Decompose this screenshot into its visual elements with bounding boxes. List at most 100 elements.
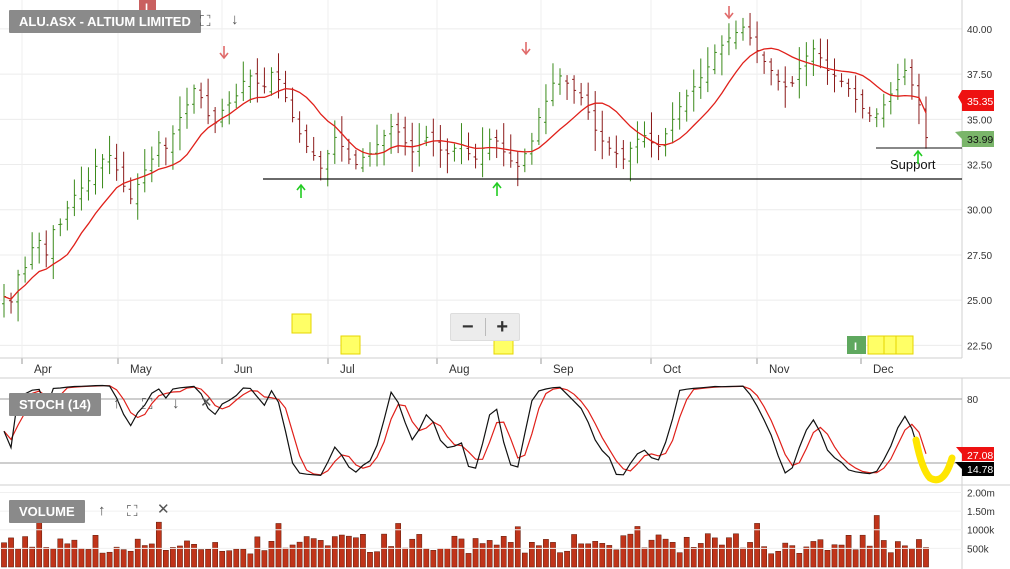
- volume-bar: [916, 539, 922, 568]
- buy-signal-arrow-icon: [296, 183, 306, 198]
- volume-bar: [395, 523, 401, 568]
- ohlc-bar: [142, 149, 147, 193]
- ohlc-bar: [2, 284, 6, 318]
- volume-bar: [873, 515, 880, 568]
- ohlc-bar: [163, 137, 168, 166]
- volume-bar: [909, 548, 915, 568]
- ohlc-bar: [318, 150, 323, 181]
- volume-bar: [134, 538, 141, 568]
- ohlc-bar: [726, 23, 731, 56]
- volume-bar: [747, 542, 753, 568]
- ohlc-bar: [529, 132, 534, 165]
- ohlc-bar: [149, 146, 154, 183]
- volume-bar: [803, 546, 810, 568]
- price-y-tick-label: 27.50: [967, 251, 992, 262]
- stoch-d-badge-bg: [956, 447, 994, 461]
- ohlc-bar: [579, 82, 584, 106]
- moving-average-line: [3, 47, 927, 300]
- ohlc-bar: [23, 256, 28, 283]
- ohlc-bar: [332, 120, 337, 164]
- ohlc-bar: [93, 148, 98, 195]
- zoom-out-button[interactable]: −: [461, 316, 474, 338]
- ohlc-bar: [649, 112, 654, 158]
- ohlc-bar: [741, 17, 746, 41]
- sell-signal-arrow-icon: [724, 6, 734, 20]
- ohlc-bar: [255, 58, 260, 103]
- ohlc-bar: [572, 75, 577, 104]
- ohlc-bar: [832, 58, 837, 93]
- ohlc-bar: [213, 107, 218, 134]
- ma-badge-bg: [958, 90, 994, 111]
- ohlc-bar: [536, 107, 541, 146]
- stoch-panel-title[interactable]: STOCH (14): [9, 393, 101, 416]
- ohlc-bar: [114, 143, 119, 181]
- ohlc-bar: [325, 149, 330, 187]
- volume-panel-title[interactable]: VOLUME: [9, 500, 85, 523]
- down-arrow-icon[interactable]: ↓: [172, 395, 180, 412]
- volume-bar: [141, 545, 148, 568]
- ohlc-bar: [797, 47, 802, 99]
- x-tick-label: Aug: [449, 364, 469, 376]
- volume-bar: [845, 535, 852, 568]
- volume-bar: [416, 534, 423, 568]
- ohlc-bar: [860, 89, 865, 119]
- volume-bar: [634, 526, 641, 568]
- ohlc-bar: [184, 87, 189, 129]
- volume-bar: [275, 523, 282, 568]
- expand-icon[interactable]: ⛶: [142, 396, 153, 413]
- volume-bar: [472, 538, 479, 568]
- ohlc-bar: [156, 131, 161, 167]
- arrow-head: [521, 48, 531, 56]
- up-arrow-icon[interactable]: ↑: [98, 502, 106, 519]
- volume-bar: [261, 550, 268, 568]
- volume-bar: [324, 545, 331, 568]
- volume-bar: [233, 548, 240, 568]
- ohlc-bar: [65, 200, 70, 231]
- volume-bar: [282, 547, 289, 568]
- volume-bar: [761, 546, 767, 568]
- volume-bar: [451, 535, 458, 568]
- ohlc-bar: [396, 112, 401, 154]
- price-panel-title[interactable]: ALU.ASX - ALTIUM LIMITED: [9, 10, 201, 33]
- volume-bar: [782, 542, 789, 568]
- ohlc-bar: [719, 35, 724, 76]
- ohlc-bar: [86, 167, 91, 201]
- down-arrow-icon[interactable]: ↓: [231, 11, 239, 28]
- price-y-tick-label: 22.50: [967, 341, 992, 352]
- ohlc-bar: [684, 89, 689, 122]
- sell-signal-arrow-icon: [521, 42, 531, 56]
- volume-bar: [247, 553, 254, 568]
- ohlc-bar: [304, 124, 309, 154]
- ohlc-bar: [121, 151, 126, 193]
- buy-signal-arrow-icon: [913, 149, 923, 164]
- ohlc-bar: [494, 129, 499, 159]
- volume-bar: [697, 543, 704, 568]
- volume-bar: [669, 542, 676, 568]
- volume-bar: [360, 534, 366, 568]
- close-icon[interactable]: ✕: [200, 394, 213, 411]
- volume-bar: [22, 536, 28, 568]
- ohlc-bar: [452, 143, 457, 162]
- ohlc-bar: [234, 83, 239, 108]
- arrow-head: [724, 12, 734, 20]
- ohlc-bar: [248, 69, 253, 103]
- expand-icon[interactable]: ⛶: [127, 503, 138, 520]
- volume-bar: [402, 547, 409, 568]
- expand-icon[interactable]: ⛶: [200, 13, 211, 30]
- volume-bar: [521, 552, 528, 568]
- volume-bar: [113, 546, 120, 568]
- volume-bar: [296, 541, 303, 568]
- volume-bar: [303, 536, 310, 568]
- volume-bar: [493, 544, 500, 568]
- close-icon[interactable]: ✕: [157, 501, 170, 518]
- ohlc-bar: [607, 136, 612, 156]
- up-arrow-icon[interactable]: ↑: [113, 395, 121, 412]
- volume-bar: [254, 536, 261, 568]
- volume-bar: [923, 547, 929, 568]
- ohlc-bar: [804, 42, 809, 87]
- x-tick-label: Nov: [769, 364, 790, 376]
- ohlc-bar: [297, 111, 302, 143]
- volume-bar: [789, 545, 796, 568]
- volume-bar: [880, 540, 887, 568]
- zoom-in-button[interactable]: +: [496, 316, 509, 338]
